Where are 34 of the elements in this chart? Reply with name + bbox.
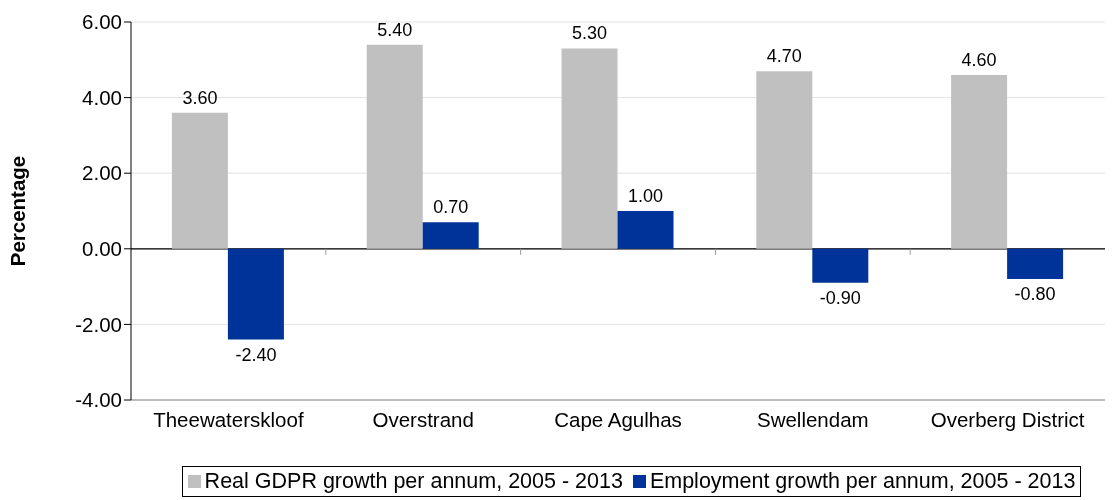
bar <box>227 248 284 340</box>
data-label: 0.70 <box>433 197 469 218</box>
data-label: -0.90 <box>819 287 861 308</box>
data-label: -0.80 <box>1014 284 1056 305</box>
bar <box>617 211 674 249</box>
y-tick-label: 2.00 <box>82 161 122 185</box>
legend-label: Real GDPR growth per annum, 2005 - 2013 <box>204 469 623 494</box>
x-tick-label: Cape Agulhas <box>554 407 682 431</box>
bar <box>756 71 813 249</box>
y-tick-label: 0.00 <box>82 237 122 261</box>
y-tick-label: 6.00 <box>82 10 122 34</box>
y-axis-title: Percentage <box>6 155 30 267</box>
bar <box>171 112 228 249</box>
data-label: 5.30 <box>571 23 608 44</box>
legend-label: Employment growth per annum, 2005 - 2013 <box>649 469 1076 494</box>
bar <box>561 48 618 249</box>
y-tick-label: -2.00 <box>75 312 122 336</box>
data-label: 4.70 <box>766 46 802 67</box>
data-label: 3.60 <box>182 87 218 108</box>
data-label: -2.40 <box>235 344 277 365</box>
bar <box>422 222 479 249</box>
x-tick-label: Overstrand <box>372 407 474 431</box>
y-tick-label: 4.00 <box>82 85 122 109</box>
data-label: 1.00 <box>627 186 664 206</box>
x-tick-label: Theewaterskloof <box>153 407 304 431</box>
y-tick-label: -4.00 <box>75 388 122 412</box>
bar <box>1007 248 1064 280</box>
x-tick-label: Overberg District <box>930 407 1085 431</box>
bar <box>951 74 1008 249</box>
data-label: 5.40 <box>377 19 413 40</box>
x-tick-label: Swellendam <box>756 407 869 431</box>
data-label: 4.60 <box>961 49 997 70</box>
bar <box>366 44 423 249</box>
bar <box>812 248 869 283</box>
